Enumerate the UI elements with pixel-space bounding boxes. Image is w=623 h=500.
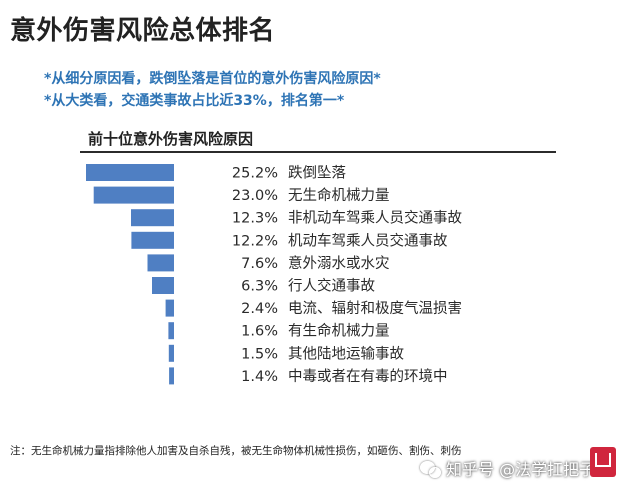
category-label-9: 其他陆地运输事故 — [288, 345, 404, 362]
value-label-6: 6.3% — [241, 279, 278, 295]
bar-5 — [147, 254, 174, 272]
bar-8 — [168, 322, 174, 340]
chart-title-rule — [80, 151, 556, 153]
category-label-3: 非机动车驾乘人员交通事故 — [288, 209, 462, 227]
subtitle-1: *从细分原因看，跌倒坠落是首位的意外伤害风险原因* — [44, 71, 381, 87]
brand-logo-icon — [590, 447, 616, 477]
category-label-6: 行人交通事故 — [288, 277, 375, 295]
value-label-4: 12.2% — [232, 233, 278, 249]
footnote: 注：无生命机械力量指排除他人加害及自杀自残，被无生命物体机械性损伤，如砸伤、割伤… — [10, 445, 462, 457]
value-label-2: 23.0% — [232, 188, 278, 204]
bar-2 — [93, 186, 174, 204]
bar-4 — [131, 231, 174, 249]
category-label-10: 中毒或者在有毒的环境中 — [288, 367, 448, 385]
value-label-5: 7.6% — [241, 256, 278, 272]
wechat-icon — [420, 461, 441, 478]
bar-3 — [131, 209, 174, 227]
bar-10 — [169, 367, 174, 385]
chart-title: 前十位意外伤害风险原因 — [88, 130, 254, 148]
category-label-8: 有生命机械力量 — [288, 322, 390, 340]
value-label-10: 1.4% — [241, 369, 278, 385]
category-label-2: 无生命机械力量 — [288, 186, 390, 204]
page-title: 意外伤害风险总体排名 — [10, 16, 276, 46]
category-label-4: 机动车驾乘人员交通事故 — [288, 231, 448, 249]
bar-1 — [86, 164, 174, 181]
bar-9 — [168, 344, 174, 362]
category-label-5: 意外溺水或水灾 — [288, 254, 390, 272]
value-label-8: 1.6% — [241, 324, 278, 340]
value-label-7: 2.4% — [241, 301, 278, 317]
bar-chart: 25.2% 跌倒坠落 23.0% 无生命机械力量 12.3% 非机动车驾乘人员交通事故 12… — [86, 164, 462, 385]
subtitle-2: *从大类看，交通类事故占比近33%，排名第一* — [44, 93, 345, 109]
value-label-1: 25.2% — [232, 166, 278, 182]
bar-7 — [165, 299, 174, 317]
watermark: 知乎号 @法学扛把子 — [420, 456, 595, 480]
category-label-1: 跌倒坠落 — [288, 165, 346, 182]
category-label-7: 电流、辐射和极度气温损害 — [288, 300, 462, 317]
watermark-text: 知乎号 @法学扛把子 — [446, 460, 596, 479]
value-label-9: 1.5% — [241, 346, 278, 362]
chart-panel: 前十位意外伤害风险原因 25.2% 跌倒坠落 23.0% 无生命机械力量 12.3% 非机… — [80, 124, 556, 404]
value-label-3: 12.3% — [232, 211, 278, 227]
bar-6 — [152, 277, 174, 294]
